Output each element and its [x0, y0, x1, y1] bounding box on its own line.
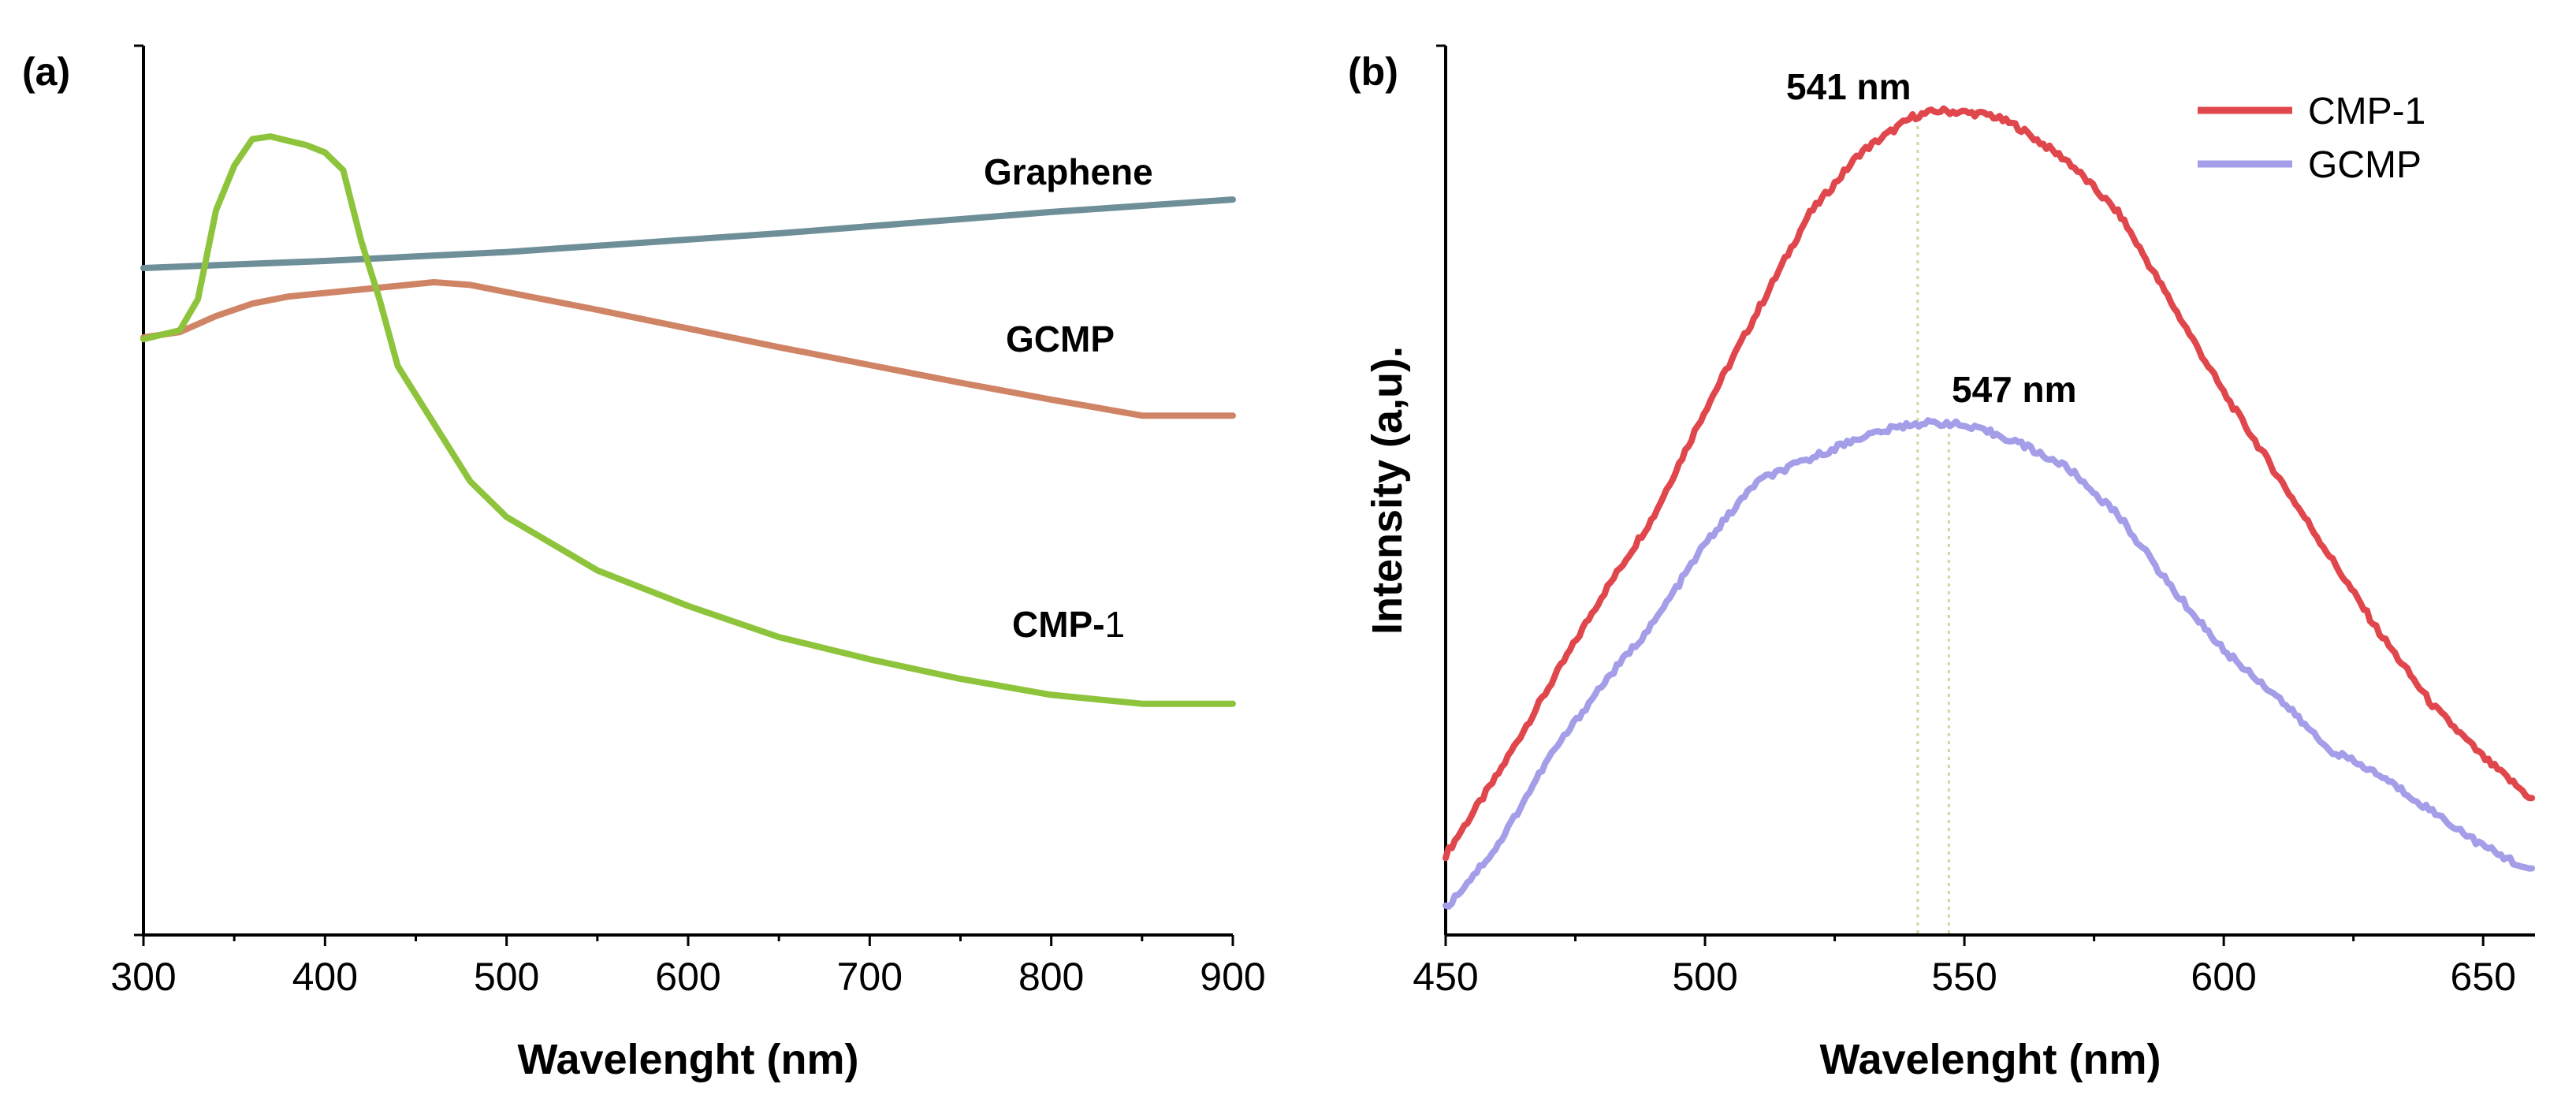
panel-a-x-tick-label: 800 [1018, 955, 1084, 999]
panel-a-series-graphene [140, 196, 1236, 271]
panel-a-x-tick-label: 300 [110, 955, 176, 999]
panel-a-x-axis-title: Wavelenght (nm) [517, 1036, 858, 1083]
panel-b-x-tick-label: 550 [1931, 955, 1997, 999]
panel-a-x-tick-label: 500 [474, 955, 539, 999]
panel-b-legend: CMP-1 GCMP [2198, 91, 2425, 186]
panel-a-label-cmp1: CMP-1 [1012, 604, 1125, 645]
panel-b-legend-text-cmp1: CMP-1 [2308, 91, 2425, 132]
panel-b-x-tick-label: 650 [2450, 955, 2515, 999]
panel-a-x-tick-label: 700 [837, 955, 903, 999]
panel-b-annotation-547: 547 nm [1952, 369, 2077, 410]
panel-b-annotation-541: 541 nm [1786, 66, 1912, 107]
panel-b-series-cmp1 [1442, 105, 2536, 862]
panel-b: (b) 450 500 550 600 650 541 nm 547 nm CMP-1 … [1348, 44, 2536, 1083]
panel-b-x-tick-label: 500 [1672, 955, 1737, 999]
panel-a-label: (a) [22, 50, 70, 94]
panel-a-label-cmp1-prefix: CMP- [1012, 604, 1105, 645]
panel-a-series-gcmp [140, 279, 1236, 419]
panel-a-label-graphene: Graphene [984, 151, 1153, 192]
panel-b-x-tick-label: 450 [1413, 955, 1478, 999]
panel-a-x-tick-label: 900 [1200, 955, 1265, 999]
panel-b-x-axis-title: Wavelenght (nm) [1819, 1036, 2161, 1083]
panel-b-label: (b) [1348, 50, 1398, 94]
panel-b-y-axis-title: Intensity (a,u). [1364, 346, 1411, 635]
panel-a-label-cmp1-suffix: 1 [1105, 604, 1126, 645]
panel-a-x-tick-label: 600 [655, 955, 720, 999]
panel-b-x-tick-label: 600 [2191, 955, 2256, 999]
panel-a: (a) 300 400 500 600 700 800 900 Graphene GCMP … [22, 44, 1266, 1083]
panel-a-x-tick-label: 400 [292, 955, 358, 999]
panel-b-legend-text-gcmp: GCMP [2308, 144, 2422, 186]
panel-a-label-gcmp: GCMP [1006, 318, 1115, 359]
panel-a-series-cmp1 [140, 133, 1236, 707]
panel-b-series-gcmp [1442, 417, 2536, 910]
